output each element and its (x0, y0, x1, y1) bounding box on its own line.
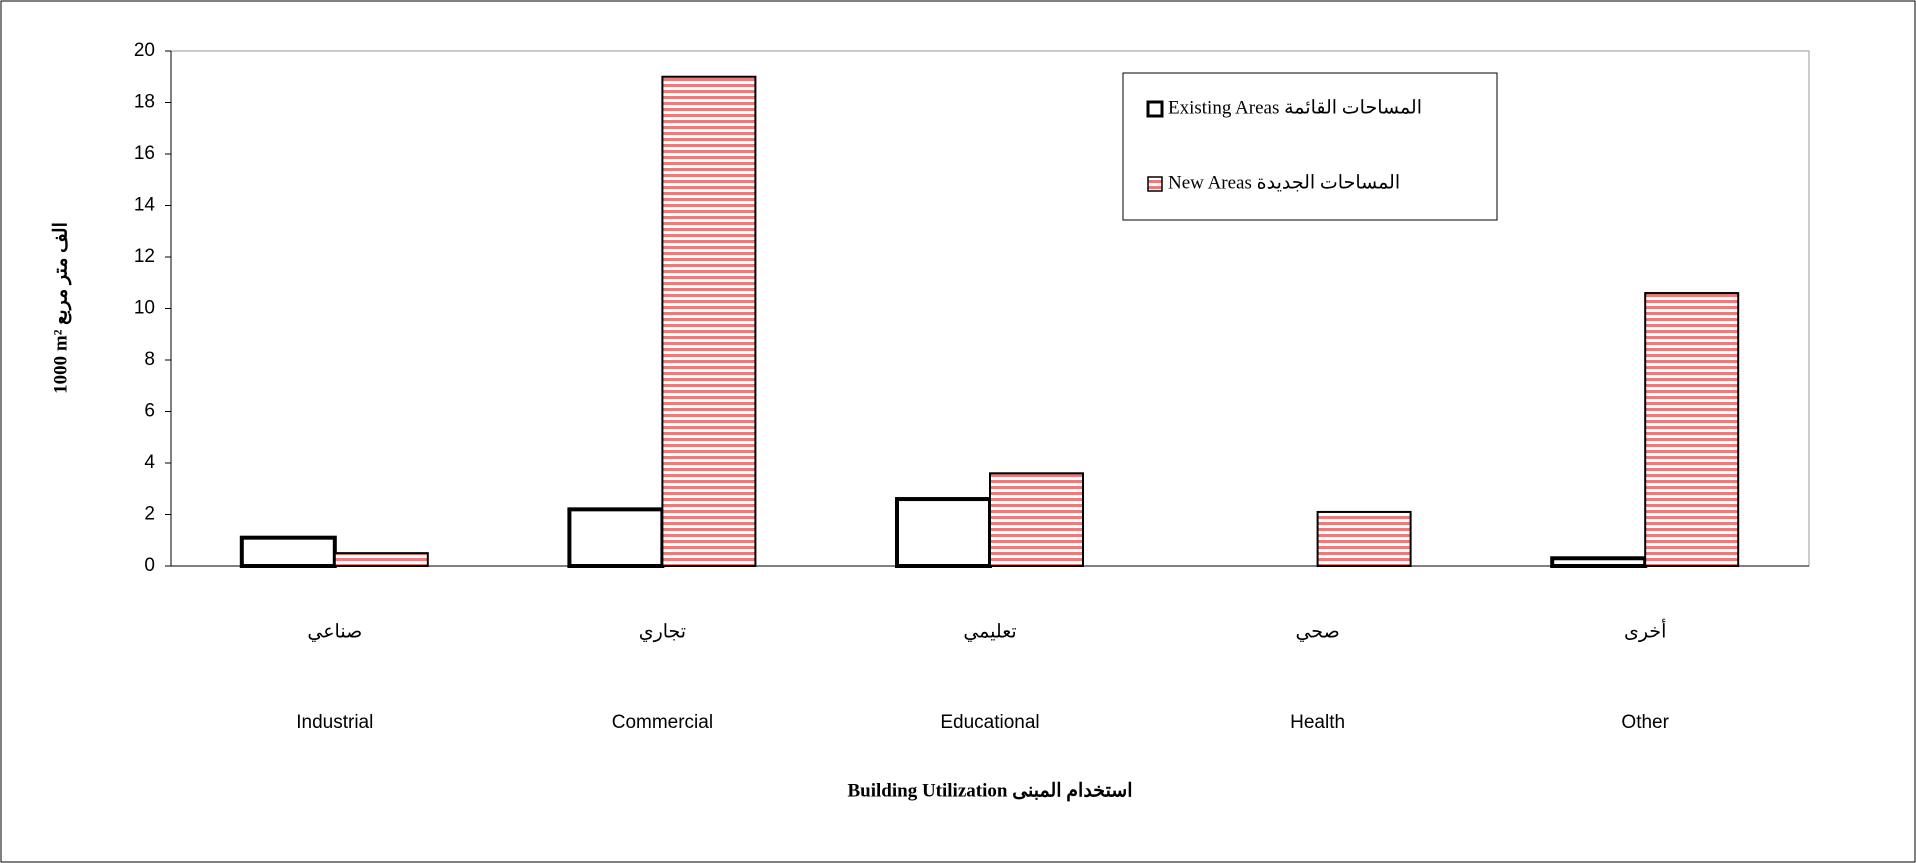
x-tick-label-ar: أخرى (1624, 617, 1666, 642)
y-tick-label: 2 (144, 504, 155, 525)
x-axis-label: Building Utilization استخدام المبنى (847, 780, 1132, 801)
y-tick-label: 4 (144, 452, 155, 473)
bar (333, 552, 429, 567)
y-tick-label: 12 (134, 246, 155, 267)
bar (567, 507, 665, 569)
y-tick-label: 6 (144, 401, 155, 422)
x-tick-label-ar: تعليمي (963, 621, 1016, 642)
x-tick-label: Industrial (296, 712, 373, 733)
x-tick-label: Commercial (612, 712, 713, 733)
bar (1316, 510, 1412, 567)
bar (661, 75, 757, 567)
x-tick-label-ar: تجاري (639, 621, 686, 642)
y-tick-label: 16 (134, 143, 155, 164)
bar (989, 472, 1084, 567)
legend-swatch (1147, 176, 1163, 192)
x-tick-label: Other (1621, 712, 1669, 733)
y-tick-label: 10 (134, 298, 155, 319)
y-tick-label: 0 (144, 555, 155, 576)
x-tick-label-ar: صناعي (307, 621, 362, 642)
x-tick-label-ar: صحي (1295, 621, 1339, 642)
legend-swatch (1146, 100, 1164, 118)
x-tick-label: Health (1290, 712, 1345, 733)
y-tick-label: 14 (134, 195, 156, 216)
y-tick-label: 8 (144, 349, 155, 370)
legend-box (1122, 72, 1498, 221)
bar (1644, 292, 1740, 567)
bar (1550, 556, 1648, 569)
bar (239, 535, 337, 568)
y-tick-label: 18 (134, 92, 155, 113)
legend-label: New Areas المساحات الجديدة (1168, 172, 1400, 193)
y-axis-label: 1000 m² الف متر مربع (50, 222, 71, 394)
x-tick-label: Educational (940, 712, 1039, 733)
bar (895, 497, 992, 568)
y-tick-label: 20 (134, 40, 155, 61)
legend-label: Existing Areas المساحات القائمة (1168, 97, 1422, 118)
